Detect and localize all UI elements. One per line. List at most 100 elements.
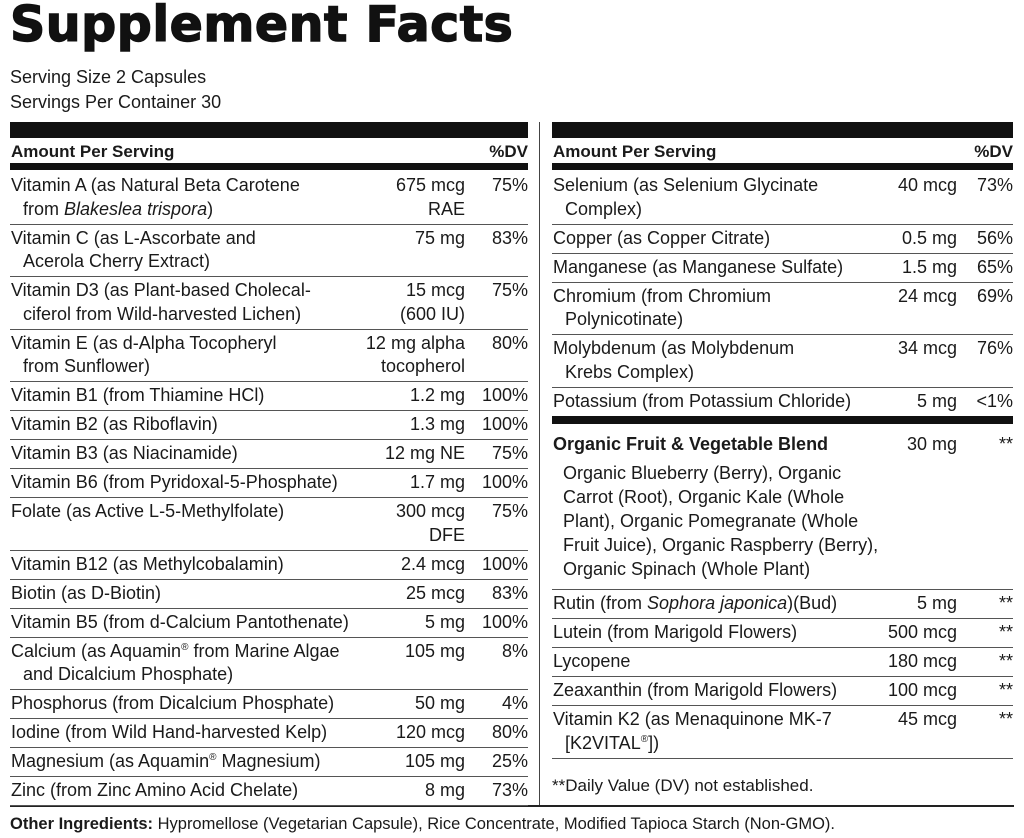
- name-line: [K2VITAL®]): [553, 732, 832, 756]
- amount-line: 75 mg: [414, 227, 465, 248]
- blend-amount: 30 mg: [906, 433, 957, 454]
- amount: 180 mcg: [888, 650, 957, 674]
- italic-segment: Blakeslea trispora: [64, 198, 208, 219]
- text-segment: Calcium (as Aquamin: [11, 640, 182, 661]
- amount: 5 mg: [917, 390, 957, 414]
- name-line: Krebs Complex): [565, 361, 695, 382]
- nutrient-row: Potassium (from Potassium Chloride) 5 mg <…: [552, 388, 1013, 417]
- nutrient-name: Vitamin B1 (from Thiamine HCl): [11, 384, 264, 408]
- blend-ingredients: Organic Blueberry (Berry), Organic Carrot…: [563, 461, 878, 581]
- nutrient-name: Zinc (from Zinc Amino Acid Chelate): [11, 779, 298, 803]
- servings-per-container: Servings Per Container 30: [10, 92, 222, 112]
- amount: 12 mg alpha tocopherol: [366, 332, 465, 379]
- nutrient-row: Chromium (from Chromium Polynicotinate) 24…: [552, 283, 1013, 335]
- blend: Organic Fruit & Vegetable Blend 30 mg ** Or…: [552, 426, 1013, 590]
- daily-value: 83%: [491, 227, 528, 248]
- amount-line: 675 mcg: [395, 175, 465, 195]
- amount: 24 mcg: [898, 285, 957, 309]
- nutrient-row: Molybdenum (as Molybdenum Krebs Complex) 3…: [552, 335, 1013, 388]
- amount-line: 40 mcg: [897, 175, 957, 195]
- nutrient-name: Chromium (from Chromium Polynicotinate): [553, 285, 771, 332]
- amount: 500 mcg: [888, 621, 957, 645]
- text-segment: ): [207, 198, 214, 219]
- amount: 40 mcg: [898, 174, 957, 198]
- name-line: Vitamin B5 (from d-Calcium Pantothenate): [11, 611, 349, 632]
- name-line: Polynicotinate): [565, 309, 684, 329]
- name-line: Folate (as Active L-5-Methylfolate): [11, 501, 285, 521]
- nutrient-name: Calcium (as Aquamin® from Marine Algae an…: [11, 640, 340, 687]
- amount-line: tocopherol: [380, 356, 465, 376]
- amount-line: 120 mcg: [395, 722, 465, 742]
- ingredient-line: Plant), Organic Pomegranate (Whole: [563, 510, 859, 531]
- nutrient-row: Vitamin B12 (as Methylcobalamin) 2.4 mcg 1…: [10, 551, 528, 580]
- column-header: Amount Per Serving %DV: [10, 140, 528, 170]
- amount-line: 15 mcg: [405, 280, 465, 300]
- ingredient-line: Carrot (Root), Organic Kale (Whole: [563, 486, 845, 507]
- nutrient-row: Vitamin B3 (as Niacinamide) 12 mg NE 75%: [10, 440, 528, 469]
- nutrient-name: Biotin (as D-Biotin): [11, 582, 161, 606]
- amount-line: 1.2 mg: [409, 385, 465, 405]
- name-line: Zinc (from Zinc Amino Acid Chelate): [11, 780, 299, 800]
- amount-line: 8 mg: [424, 780, 465, 800]
- nutrient-name: Copper (as Copper Citrate): [553, 227, 770, 251]
- other-ingredients-label: Other Ingredients:: [10, 815, 154, 833]
- amount-line: 180 mcg: [887, 651, 957, 671]
- name-line: Lutein (from Marigold Flowers): [553, 622, 798, 642]
- nutrient-name: Folate (as Active L-5-Methylfolate): [11, 500, 284, 524]
- daily-value: 56%: [976, 227, 1013, 248]
- daily-value: <1%: [976, 390, 1013, 411]
- nutrient-row: Vitamin A (as Natural Beta Carotene from …: [10, 172, 528, 225]
- amount: 105 mg: [405, 640, 465, 664]
- nutrient-row: Vitamin K2 (as Menaquinone MK-7 [K2VITAL®…: [552, 706, 1013, 759]
- nutrient-name: Vitamin B12 (as Methylcobalamin): [11, 553, 284, 577]
- nutrient-name: Selenium (as Selenium Glycinate Complex): [553, 174, 818, 221]
- name-line: from Sunflower): [23, 356, 151, 376]
- amount: 50 mg: [415, 692, 465, 716]
- amount: 300 mcg DFE: [396, 500, 465, 547]
- daily-value: 100%: [481, 553, 528, 574]
- name-line: Phosphorus (from Dicalcium Phosphate): [11, 693, 335, 713]
- text-segment: Magnesium): [216, 751, 321, 771]
- amount-line: 12 mg alpha: [365, 332, 465, 353]
- amount: 8 mg: [425, 779, 465, 803]
- daily-value: 100%: [481, 414, 528, 434]
- text-segment: [K2VITAL: [565, 732, 641, 753]
- name-line: Chromium (from Chromium: [553, 285, 772, 306]
- amount-line: 5 mg: [916, 390, 957, 411]
- name-line: Zeaxanthin (from Marigold Flowers): [553, 680, 838, 700]
- nutrient-row: Zeaxanthin (from Marigold Flowers) 100 mc…: [552, 677, 1013, 706]
- amount: 1.3 mg: [410, 413, 465, 437]
- text-segment: from Marine Algae: [188, 640, 340, 661]
- amount: 25 mcg: [406, 582, 465, 606]
- daily-value: **: [998, 651, 1013, 671]
- nutrient-row: Vitamin B2 (as Riboflavin) 1.3 mg 100%: [10, 411, 528, 440]
- name-line: Biotin (as D-Biotin): [11, 582, 162, 603]
- nutrient-row: Lycopene 180 mcg **: [552, 648, 1013, 677]
- name-line: Vitamin E (as d-Alpha Tocopheryl: [11, 332, 277, 353]
- name-line: Vitamin D3 (as Plant-based Cholecal-: [11, 280, 311, 300]
- amount-line: 25 mcg: [405, 582, 465, 603]
- daily-value: **: [998, 622, 1013, 642]
- italic-segment: Sophora japonica: [647, 593, 788, 613]
- nutrient-name: Magnesium (as Aquamin® Magnesium): [11, 750, 321, 774]
- nutrient-row: Vitamin B6 (from Pyridoxal-5-Phosphate) 1…: [10, 469, 528, 498]
- ingredient-line: Organic Spinach (Whole Plant): [563, 558, 811, 579]
- name-line: Vitamin B1 (from Thiamine HCl): [11, 385, 265, 405]
- amount: 100 mcg: [888, 679, 957, 703]
- amount-line: 45 mcg: [897, 709, 957, 729]
- name-line: Vitamin K2 (as Menaquinone MK-7: [553, 709, 832, 729]
- name-line: Calcium (as Aquamin® from Marine Algae: [11, 640, 340, 664]
- nutrient-row: Copper (as Copper Citrate) 0.5 mg 56%: [552, 225, 1013, 254]
- nutrient-name: Vitamin B6 (from Pyridoxal-5-Phosphate): [11, 471, 338, 495]
- nutrient-row: Biotin (as D-Biotin) 25 mcg 83%: [10, 580, 528, 609]
- nutrient-name: Iodine (from Wild Hand-harvested Kelp): [11, 721, 327, 745]
- amount: 75 mg: [415, 227, 465, 251]
- amount-line: 100 mcg: [887, 680, 957, 700]
- amount: 120 mcg: [396, 721, 465, 745]
- daily-value: 65%: [976, 256, 1013, 277]
- amount-line: 2.4 mcg: [400, 553, 465, 574]
- name-line: Potassium (from Potassium Chloride): [553, 390, 852, 411]
- nutrient-row: Calcium (as Aquamin® from Marine Algae an…: [10, 638, 528, 690]
- amount: 105 mg: [405, 750, 465, 774]
